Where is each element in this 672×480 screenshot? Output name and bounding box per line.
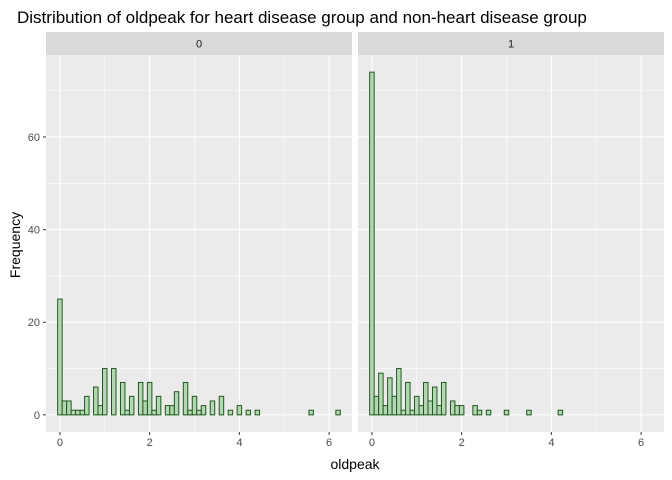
histogram-bar	[254, 409, 261, 416]
histogram-bar	[373, 395, 380, 416]
histogram-bar	[427, 400, 433, 416]
histogram-bar	[187, 409, 193, 416]
histogram-bar	[308, 409, 314, 416]
x-tick-label: 2	[459, 437, 465, 449]
x-tick-label: 4	[236, 437, 242, 449]
y-tick-label: 40	[28, 225, 40, 237]
histogram-bar	[409, 409, 416, 416]
histogram-bar	[164, 405, 171, 416]
histogram-bar	[476, 409, 483, 416]
histogram-bar	[200, 405, 207, 416]
histogram-bar	[169, 405, 175, 416]
x-tick-label: 0	[57, 437, 63, 449]
histogram-bar	[400, 409, 407, 416]
x-tick-label: 4	[548, 437, 554, 449]
histogram-bar	[57, 298, 63, 416]
histogram-bar	[423, 381, 429, 416]
histogram-bar	[418, 405, 425, 416]
histogram-bar	[369, 71, 375, 416]
histogram-bar	[75, 409, 81, 416]
facet-strip-label: 0	[196, 39, 202, 51]
histogram-bar	[102, 368, 108, 416]
histogram-bar	[79, 409, 86, 416]
histogram-bar	[503, 409, 510, 416]
histogram-bar	[93, 386, 99, 416]
histogram-bar	[209, 400, 216, 416]
histogram-bar	[382, 405, 389, 416]
histogram-bar	[84, 395, 90, 416]
facet-strip	[46, 32, 352, 55]
histogram-bar	[526, 409, 532, 416]
facet-strip-label: 1	[508, 39, 514, 51]
y-tick-label: 0	[34, 410, 40, 422]
histogram-bar	[66, 400, 72, 416]
y-tick-label: 20	[28, 317, 40, 329]
y-tick-label: 60	[28, 132, 40, 144]
histogram-bar	[396, 368, 402, 416]
histogram-bar	[449, 400, 456, 416]
histogram-bar	[436, 405, 442, 416]
histogram-bar	[97, 405, 104, 416]
histogram-bar	[245, 409, 252, 416]
histogram-bar	[137, 381, 144, 416]
histogram-bar	[218, 395, 225, 416]
histogram-bar	[391, 395, 398, 416]
facet-strip	[358, 32, 664, 55]
y-axis-title: Frequency	[7, 212, 23, 278]
histogram-bar	[111, 368, 117, 416]
histogram-bar	[227, 409, 234, 416]
x-tick-label: 6	[326, 437, 332, 449]
histogram-bar	[458, 405, 465, 416]
chart-title: Distribution of oldpeak for heart diseas…	[17, 8, 587, 27]
histogram-bar	[146, 381, 153, 416]
histogram-bar	[378, 372, 384, 416]
histogram-bar	[61, 400, 68, 416]
histogram-bar	[440, 381, 447, 416]
x-tick-label: 0	[369, 437, 375, 449]
histogram-bar	[196, 409, 202, 416]
histogram-bar	[173, 391, 180, 416]
histogram-bar	[405, 381, 411, 416]
histogram-bar	[155, 395, 162, 416]
histogram-bar	[151, 409, 157, 416]
histogram-bar	[387, 377, 393, 416]
histogram-bar	[182, 381, 189, 416]
x-axis-title: oldpeak	[330, 456, 380, 472]
histogram-bar	[454, 405, 460, 416]
x-tick-label: 6	[638, 437, 644, 449]
histogram-bar	[119, 381, 126, 416]
histogram-bar	[414, 395, 420, 416]
panel-background	[46, 55, 352, 432]
histogram-bar	[124, 409, 130, 416]
histogram-bar	[557, 409, 564, 416]
histogram-bar	[191, 395, 198, 416]
histogram-bar	[236, 405, 243, 416]
panel-background	[358, 55, 664, 432]
x-tick-label: 2	[147, 437, 153, 449]
histogram-bar	[142, 400, 148, 416]
histogram-bar	[431, 386, 438, 416]
histogram-bar	[70, 409, 77, 416]
histogram-bar	[485, 409, 492, 416]
histogram-bar	[472, 405, 478, 416]
histogram-bar	[128, 395, 135, 416]
histogram-bar	[335, 409, 341, 416]
